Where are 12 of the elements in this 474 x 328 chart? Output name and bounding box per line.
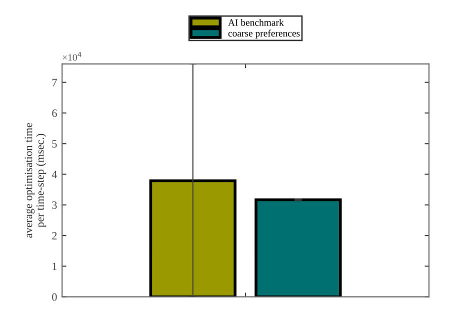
y-tick-label: 7 (52, 78, 57, 86)
legend-label: AI benchmark (228, 18, 284, 26)
y-axis-title: average optimisation time per time-step (msec.) (24, 123, 46, 238)
y-tick-label: 6 (52, 109, 57, 117)
text: ×10$^{4}$ (62, 52, 82, 61)
y-tick-label: 1 (52, 262, 57, 270)
y-tick-label: 2 (52, 232, 57, 240)
y-tick-label: 3 (52, 201, 57, 209)
legend-label: coarse preferences (228, 30, 300, 39)
y-tick-label: 5 (52, 140, 57, 148)
y-tick-label: 4 (52, 170, 58, 178)
y-tick-label: 0 (52, 293, 57, 301)
